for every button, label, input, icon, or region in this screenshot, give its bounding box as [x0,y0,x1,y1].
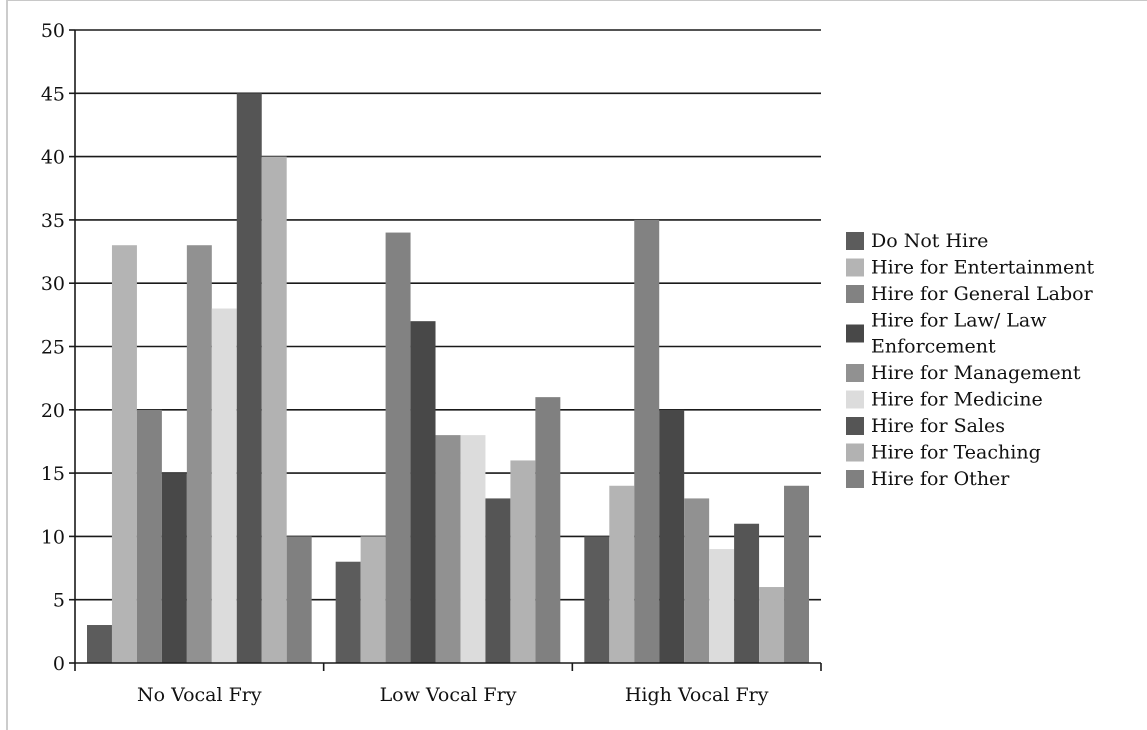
legend-label: Enforcement [871,336,996,358]
y-tick-label: 10 [41,526,65,548]
bar [360,536,386,663]
bar [784,485,809,663]
bar [535,397,561,663]
legend-label: Do Not Hire [871,230,988,252]
bar [759,587,785,663]
legend-label: Hire for Management [871,362,1081,384]
y-tick-label: 25 [41,337,65,359]
y-tick-label: 45 [41,83,65,105]
x-category-label: Low Vocal Fry [380,684,517,706]
legend-swatch [846,417,864,435]
bar [684,498,710,663]
bar [510,460,536,663]
legend-swatch [846,324,864,343]
bar [236,93,262,664]
x-axis-categories: No Vocal Fry Low Vocal Fry High Vocal Fry [137,684,769,706]
y-tick-label: 0 [53,653,65,675]
y-tick-label: 50 [41,20,65,42]
y-tick-label: 40 [41,147,65,169]
y-tick-label: 35 [41,210,65,232]
bar [634,219,660,663]
bar [261,156,287,663]
legend-swatch [846,364,864,382]
bar [659,409,685,663]
bar [111,245,137,663]
y-axis-ticks: 0 5 10 15 20 25 30 35 40 45 50 [41,20,75,675]
y-tick-label: 5 [53,590,65,612]
bars [87,93,809,664]
x-category-label: High Vocal Fry [625,684,769,706]
bar [211,308,237,663]
bar [709,549,735,663]
legend-label: Hire for Other [871,468,1010,490]
bar [161,473,187,663]
legend-swatch [846,390,864,409]
legend-label: Hire for General Labor [871,283,1094,305]
bar [186,245,212,663]
y-tick-label: 15 [41,463,65,485]
bar [385,232,411,663]
bar [460,435,486,663]
legend-swatch [846,258,864,277]
legend: Do Not Hire Hire for Entertainment Hire fo… [846,230,1094,490]
bar [410,321,436,663]
legend-label: Hire for Medicine [871,389,1043,411]
bar [87,625,112,663]
bar [435,435,461,663]
legend-swatch [846,470,864,488]
legend-swatch [846,285,864,303]
bar [136,409,162,663]
legend-swatch [846,232,864,250]
bar [609,485,635,663]
legend-label: Hire for Teaching [871,442,1041,464]
y-tick-label: 30 [41,273,65,295]
bar [734,523,760,663]
legend-label: Hire for Law/ Law [871,310,1047,332]
x-category-label: No Vocal Fry [137,684,262,706]
bar [584,536,610,663]
legend-label: Hire for Sales [871,415,1005,437]
bar [485,498,511,663]
bar [286,536,312,663]
y-tick-label: 20 [41,400,65,422]
bar [335,561,361,663]
legend-label: Hire for Entertainment [871,257,1094,279]
legend-swatch [846,443,864,462]
